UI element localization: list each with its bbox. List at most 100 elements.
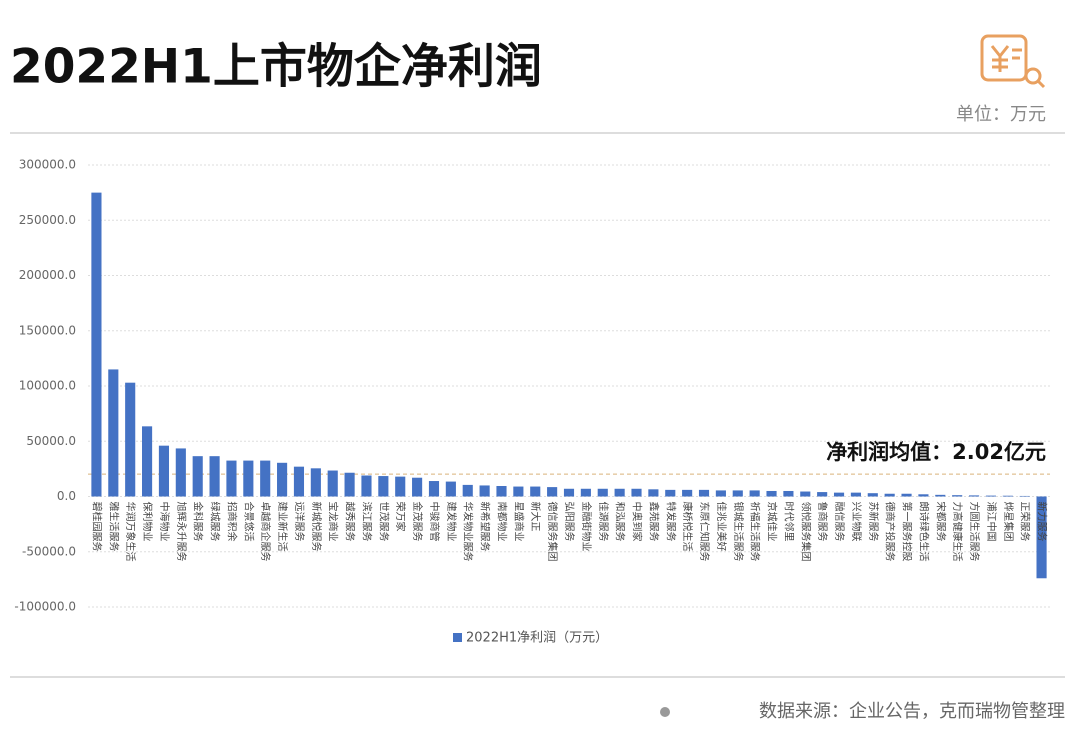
x-tick-label: 德商产投服务: [884, 502, 897, 562]
x-tick-label: 新城悦服务: [310, 502, 323, 552]
x-tick-label: 鲁商服务: [816, 502, 829, 542]
y-tick-label: 100000.0: [19, 379, 76, 393]
x-tick-label: 特发服务: [664, 502, 677, 542]
y-tick-label: -100000.0: [14, 600, 76, 614]
bar: [952, 495, 963, 497]
bar: [462, 484, 473, 497]
bar: [648, 489, 659, 497]
x-tick-label: 佳源服务: [597, 502, 610, 542]
source: 数据来源：企业公告，克而瑞物管整理: [759, 701, 1065, 722]
bar: [597, 488, 608, 497]
x-tick-label: 弘阳服务: [563, 502, 576, 542]
bar: [867, 493, 878, 497]
x-tick-label: 浦江中国: [985, 502, 998, 542]
bar: [496, 486, 507, 497]
legend-swatch: [453, 633, 462, 642]
bar: [968, 495, 980, 497]
y-tick-label: -50000.0: [22, 544, 76, 558]
bar: [985, 495, 996, 497]
bar: [260, 460, 271, 497]
x-tick-label: 方圆生活服务: [968, 502, 981, 562]
x-tick-label: 烨星集团: [1002, 502, 1015, 542]
x-tick-label: 金科服务: [192, 502, 205, 542]
x-tick-label: 招商积余: [225, 502, 238, 542]
bar: [479, 485, 490, 497]
bar: [310, 468, 321, 497]
bar: [614, 488, 625, 497]
bar: [682, 489, 693, 497]
bar: [125, 382, 136, 497]
bar: [158, 445, 170, 497]
bar: [175, 448, 186, 497]
x-tick-label: 东原仁知服务: [698, 502, 711, 562]
annotation: 净利润均值：2.02亿元: [826, 440, 1046, 464]
x-tick-label: 新力服务: [1036, 502, 1049, 542]
x-tick-label: 银城生活服务: [732, 502, 745, 562]
chart-title: 2022H1上市物企净利润: [10, 40, 542, 95]
x-tick-label: 远洋服务: [293, 502, 306, 542]
bar: [918, 494, 929, 497]
y-tick-label: 50000.0: [26, 434, 76, 448]
bar: [901, 493, 912, 497]
x-tick-label: 中骏商管: [428, 502, 441, 542]
x-tick-label: 星盛商业: [512, 502, 525, 542]
bar: [749, 490, 760, 497]
bar: [108, 369, 119, 497]
x-tick-label: 新大正: [529, 502, 542, 532]
x-tick-label: 保利物业: [141, 502, 154, 542]
x-tick-label: 华润万象生活: [124, 502, 137, 562]
bar: [800, 491, 811, 497]
bar: [833, 492, 845, 497]
bar: [732, 490, 743, 497]
bar: [547, 487, 558, 497]
x-tick-label: 鑫苑服务: [647, 502, 660, 542]
bar: [715, 490, 726, 497]
x-tick-label: 领悦服务集团: [799, 502, 812, 562]
x-tick-label: 滨江服务: [360, 502, 373, 542]
x-tick-label: 中海物业: [158, 502, 171, 542]
x-tick-label: 碧桂园服务: [90, 502, 103, 552]
x-tick-label: 华发物业服务: [462, 502, 475, 562]
x-tick-label: 卓越商企服务: [259, 502, 272, 562]
bar: [530, 486, 541, 497]
bar: [277, 462, 288, 497]
icon: [980, 34, 1046, 89]
bar: [226, 460, 237, 497]
x-tick-label: 和泓服务: [614, 502, 627, 542]
x-tick-label: 合景悠活: [242, 502, 255, 542]
bar: [783, 490, 794, 497]
bar: [1002, 495, 1013, 497]
bar: [361, 475, 372, 497]
bar: [698, 489, 710, 497]
bar: [243, 460, 254, 497]
x-tick-label: 绿城服务: [209, 502, 222, 542]
x-tick-label: 越秀服务: [344, 502, 357, 542]
bar: [378, 476, 389, 497]
x-tick-label: 佳兆业美好: [715, 502, 728, 552]
x-tick-label: 建发物业: [445, 502, 458, 542]
x-tick-label: 世茂服务: [377, 502, 390, 542]
y-tick-label: 250000.0: [19, 213, 76, 227]
x-tick-label: 金融街物业: [580, 502, 593, 552]
bar: [293, 466, 305, 497]
x-tick-label: 建业新生活: [276, 502, 289, 552]
bullet: [660, 707, 670, 717]
x-tick-label: 力高健康生活: [951, 502, 964, 562]
x-tick-label: 兴业物联: [850, 502, 863, 542]
unit: 单位：万元: [956, 104, 1046, 125]
bar: [192, 456, 203, 497]
x-tick-label: 金茂服务: [411, 502, 424, 542]
y-tick-label: 200000.0: [19, 268, 76, 282]
x-tick-label: 旭辉永升服务: [175, 502, 188, 562]
bar: [91, 192, 102, 497]
bar: [563, 488, 575, 497]
x-tick-label: 京城佳业: [766, 502, 779, 542]
x-tick-label: 南都物业: [495, 502, 508, 542]
x-tick-label: 德信服务集团: [546, 502, 559, 562]
bar: [209, 456, 220, 497]
bar: [327, 470, 338, 497]
x-tick-label: 宝龙商业: [327, 502, 340, 542]
x-tick-label: 苏新服务: [867, 502, 880, 542]
x-tick-label: 第一服务控股: [901, 502, 914, 562]
